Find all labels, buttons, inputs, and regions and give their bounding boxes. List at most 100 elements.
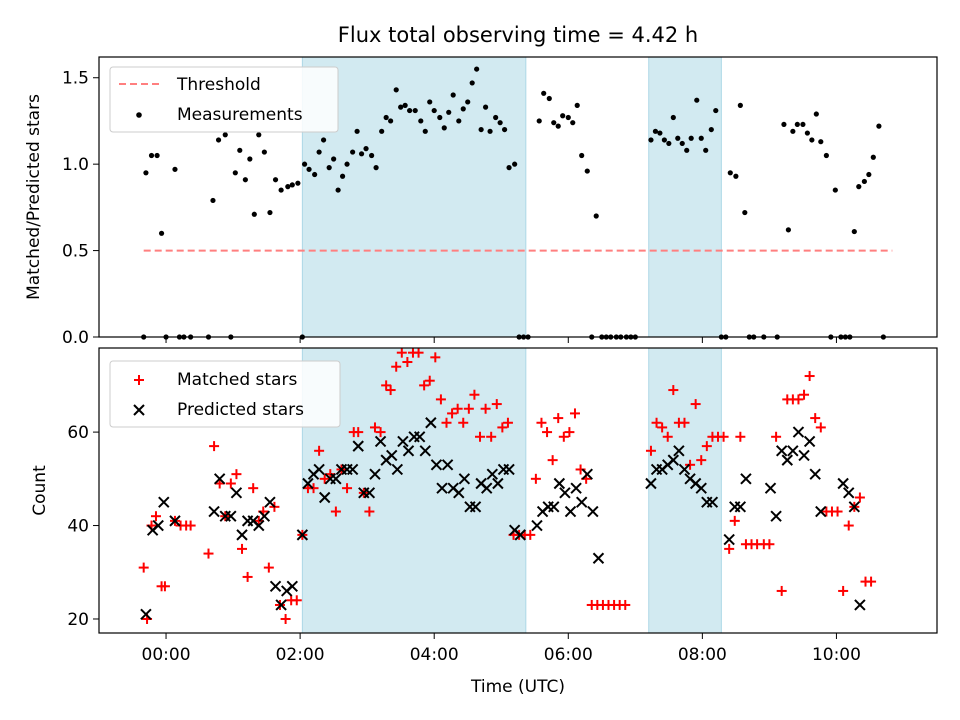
predicted-star-marker [253, 519, 265, 532]
measurement-point [446, 109, 452, 115]
matched-star-marker [138, 562, 149, 573]
bottom-y-axis-label: Count [30, 465, 50, 516]
matched-star-marker [413, 347, 424, 358]
bottom-panel-frame [98, 347, 938, 634]
legend-measurements-label: Measurements [177, 105, 303, 125]
predicted-star-marker [363, 487, 376, 499]
predicted-star-marker [553, 477, 566, 490]
measurement-point [172, 166, 178, 172]
bottom-legend-box [109, 360, 341, 428]
measurement-point [866, 171, 872, 178]
measurement-point [450, 92, 456, 98]
matched-star-marker [558, 431, 569, 442]
matched-star-marker [447, 408, 458, 419]
matched-star-marker [832, 506, 843, 517]
legend-predicted-label: Predicted stars [177, 400, 304, 420]
predicted-star-marker [775, 445, 788, 457]
predicted-star-marker [787, 445, 799, 457]
measurement-point [306, 166, 312, 172]
predicted-star-marker [854, 599, 866, 611]
measurement-point [278, 187, 284, 193]
measurement-point [851, 228, 857, 235]
measurement-point [363, 146, 369, 152]
matched-star-marker [838, 585, 849, 596]
predicted-star-marker [413, 431, 426, 443]
matched-star-marker [771, 431, 782, 442]
predicted-star-marker [436, 482, 448, 494]
measurement-point [698, 135, 704, 141]
top-y-ticks: 0.0 0.5 1.0 1.5 [62, 69, 99, 348]
matched-star-marker [645, 445, 656, 456]
matched-star-marker [209, 441, 220, 452]
bottom-legend: Matched stars Predicted stars [109, 360, 341, 428]
matched-star-marker [319, 473, 330, 484]
measurement-point [713, 107, 719, 114]
matched-star-marker [764, 539, 775, 550]
measurement-point [708, 126, 714, 133]
predicted-star-marker [313, 463, 325, 476]
measurement-point [694, 97, 700, 103]
x-tick-label: 10:00 [812, 645, 861, 665]
measurement-point [487, 128, 493, 134]
predicted-star-marker [798, 449, 810, 462]
predicted-star-marker [706, 496, 719, 508]
measurement-point [688, 135, 694, 141]
predicted-star-marker [740, 473, 752, 485]
predicted-star-marker [492, 477, 504, 490]
matched-star-marker [280, 613, 291, 624]
predicted-star-marker [346, 463, 359, 476]
shaded-interval [648, 56, 722, 338]
measurement-point [379, 128, 385, 134]
matched-star-marker [696, 455, 707, 466]
measurement-point [570, 120, 576, 126]
matched-star-marker [369, 422, 380, 433]
predicted-star-markers [140, 417, 866, 621]
legend-matched-swatch [134, 375, 144, 385]
matched-star-marker [668, 385, 679, 396]
measurement-point [373, 165, 379, 171]
measurement-point [335, 187, 341, 193]
matched-star-marker [248, 483, 259, 494]
matched-star-marker [435, 394, 446, 405]
matched-star-marker [314, 445, 325, 456]
top-y-axis-label: Matched/Predicted stars [24, 94, 44, 300]
measurement-point [800, 121, 806, 128]
predicted-star-marker [391, 463, 404, 476]
measurement-point [497, 120, 503, 126]
matched-star-marker [854, 492, 865, 503]
measurement-point [412, 107, 418, 114]
matched-star-marker [502, 417, 513, 428]
measurement-point [781, 121, 787, 128]
shaded-interval [648, 347, 722, 634]
matched-star-marker [237, 543, 248, 554]
measurement-point [832, 187, 838, 193]
measurement-point [326, 165, 332, 171]
measurement-point [427, 99, 433, 105]
matched-star-marker [263, 562, 274, 573]
predicted-star-marker [397, 435, 409, 448]
top-legend-box [109, 66, 339, 133]
measurement-point [679, 140, 685, 147]
matched-star-marker [463, 403, 474, 414]
measurement-point [727, 170, 733, 176]
measurement-point [661, 137, 667, 143]
matched-star-marker [452, 403, 463, 414]
measurement-points [141, 66, 886, 340]
measurement-point [818, 139, 824, 145]
matched-star-marker [491, 399, 502, 410]
predicted-star-marker [695, 482, 707, 494]
predicted-star-marker [486, 468, 499, 480]
bottom-x-ticks: 00:00 02:00 04:00 06:00 08:00 10:00 [142, 633, 861, 665]
top-panel: 0.0 0.5 1.0 1.5 Matched/Predicted stars Thr… [24, 56, 938, 348]
matched-star-marker [375, 427, 386, 438]
measurement-point [431, 107, 437, 114]
measurement-point [301, 161, 308, 167]
matched-star-marker [718, 431, 729, 442]
matched-star-marker [620, 599, 631, 610]
top-shaded-intervals [301, 56, 722, 338]
matched-star-marker [486, 431, 497, 442]
predicted-star-marker [296, 529, 309, 541]
predicted-star-marker [258, 510, 271, 522]
y-tick-label: 20 [67, 610, 89, 630]
